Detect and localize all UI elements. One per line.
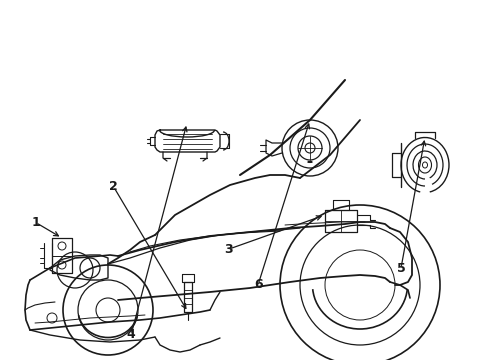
Text: 2: 2 bbox=[109, 180, 118, 193]
Text: 4: 4 bbox=[126, 328, 135, 341]
Text: 6: 6 bbox=[253, 278, 262, 291]
Text: 5: 5 bbox=[396, 262, 405, 275]
Text: 3: 3 bbox=[224, 243, 233, 256]
Text: 1: 1 bbox=[31, 216, 40, 229]
